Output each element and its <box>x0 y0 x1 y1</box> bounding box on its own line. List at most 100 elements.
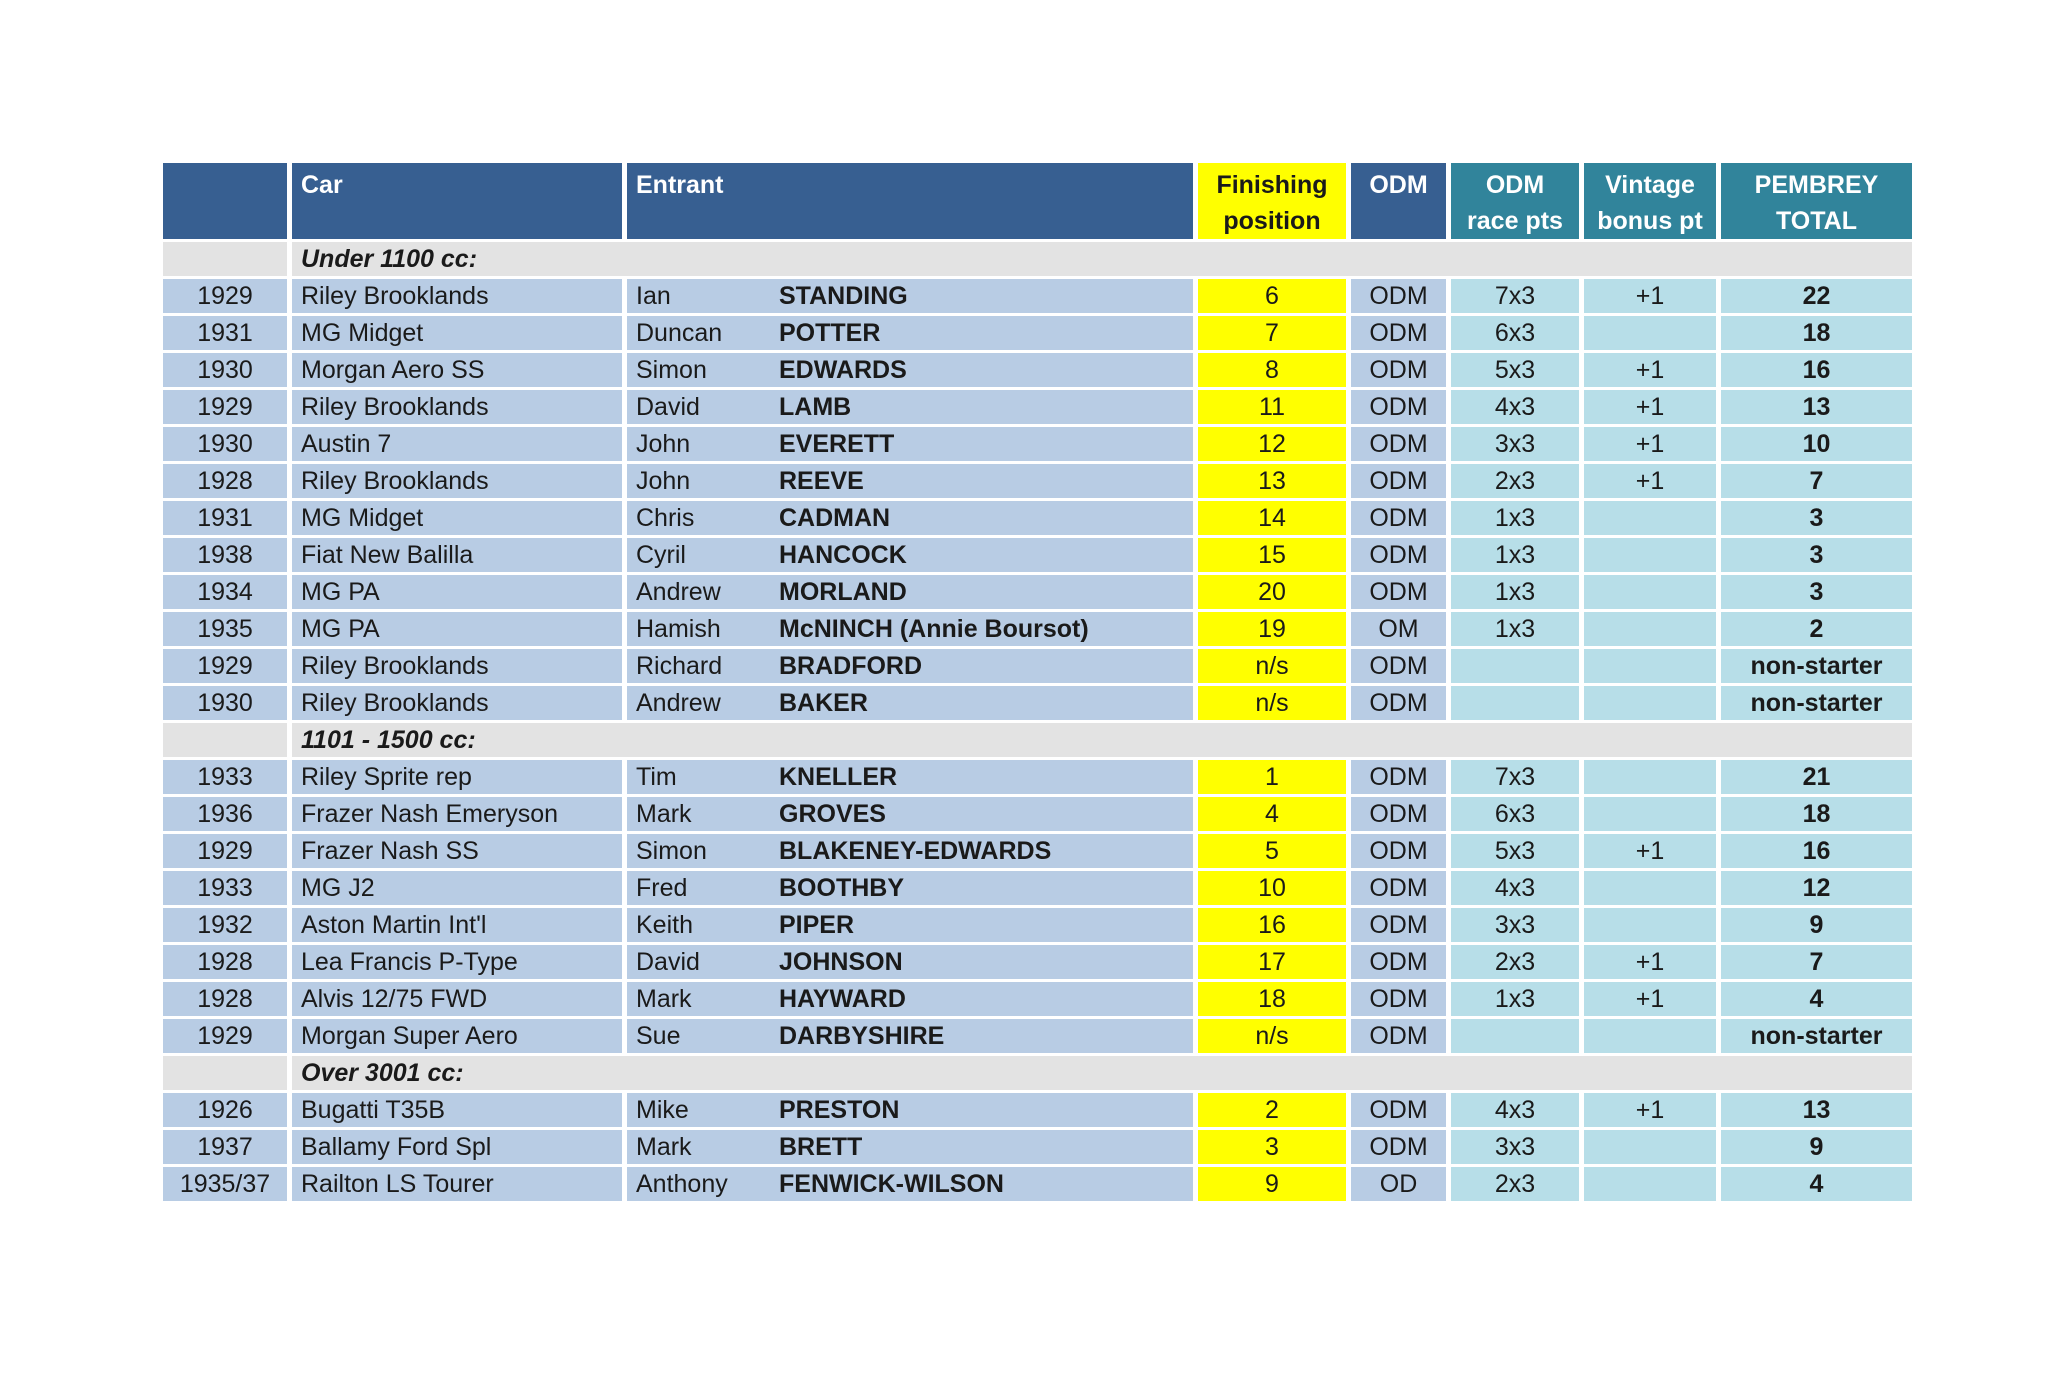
pembrey-total-cell: 21 <box>1721 760 1912 794</box>
car-cell: Alvis 12/75 FWD <box>292 982 622 1016</box>
entrant-name: Chris CADMAN <box>636 504 1185 533</box>
finishing-position-cell: n/s <box>1198 649 1346 683</box>
year-cell: 1929 <box>163 834 287 868</box>
odm-cell: ODM <box>1351 501 1446 535</box>
table-row: 1932 Aston Martin Int'l Keith PIPER 16 ODM 3x3… <box>163 908 1912 942</box>
odm-race-pts-cell: 4x3 <box>1451 390 1579 424</box>
pembrey-total-cell: 22 <box>1721 279 1912 313</box>
table-row: 1935 MG PA Hamish McNINCH (Annie Boursot) 19… <box>163 612 1912 646</box>
entrant-surname: GROVES <box>779 799 886 828</box>
entrant-cell: Keith PIPER <box>627 908 1193 942</box>
table-row: 1937 Ballamy Ford Spl Mark BRETT 3 ODM 3x3 9 <box>163 1130 1912 1164</box>
vintage-bonus-cell: +1 <box>1584 353 1716 387</box>
entrant-first-name: Duncan <box>636 318 723 347</box>
table-row: 1930 Riley Brooklands Andrew BAKER n/s ODM non… <box>163 686 1912 720</box>
table-row: 1938 Fiat New Balilla Cyril HANCOCK 15 ODM 1x3… <box>163 538 1912 572</box>
finishing-position-cell: 20 <box>1198 575 1346 609</box>
year-cell: 1926 <box>163 1093 287 1127</box>
section-spacer <box>163 242 287 276</box>
entrant-first-name: Andrew <box>636 577 721 606</box>
odm-cell: ODM <box>1351 538 1446 572</box>
finishing-position-header: Finishing position <box>1198 163 1346 239</box>
entrant-first-name: Richard <box>636 651 723 680</box>
entrant-first-name: Mike <box>636 1095 689 1124</box>
entrant-name: Keith PIPER <box>636 911 1185 940</box>
car-cell: Frazer Nash Emeryson <box>292 797 622 831</box>
pembrey-total-cell: non-starter <box>1721 686 1912 720</box>
entrant-first-name: Mark <box>636 799 692 828</box>
car-cell: Austin 7 <box>292 427 622 461</box>
vintage-bonus-header: Vintage bonus pt <box>1584 163 1716 239</box>
odm-race-pts-cell: 2x3 <box>1451 945 1579 979</box>
table-row: 1935/37 Railton LS Tourer Anthony FENWICK-W… <box>163 1167 1912 1201</box>
vintage-bonus-cell <box>1584 649 1716 683</box>
vintage-bonus-cell <box>1584 908 1716 942</box>
vintage-bonus-cell <box>1584 1130 1716 1164</box>
finishing-position-cell: 9 <box>1198 1167 1346 1201</box>
entrant-surname: PIPER <box>779 910 855 939</box>
entrant-cell: Duncan POTTER <box>627 316 1193 350</box>
year-cell: 1932 <box>163 908 287 942</box>
table-row: 1929 Morgan Super Aero Sue DARBYSHIRE n/s ODM… <box>163 1019 1912 1053</box>
results-body: Under 1100 cc: 1929 Riley Brooklands Ian STA… <box>163 242 1912 1201</box>
year-cell: 1929 <box>163 1019 287 1053</box>
entrant-cell: Simon BLAKENEY-EDWARDS <box>627 834 1193 868</box>
year-header <box>163 163 287 239</box>
table-row: 1930 Austin 7 John EVERETT 12 ODM 3x3 +1 10 <box>163 427 1912 461</box>
finishing-position-cell: 16 <box>1198 908 1346 942</box>
vintage-bonus-cell: +1 <box>1584 464 1716 498</box>
entrant-first-name: John <box>636 466 691 495</box>
table-row: 1936 Frazer Nash Emeryson Mark GROVES 4 ODM 6x… <box>163 797 1912 831</box>
finishing-position-cell: 8 <box>1198 353 1346 387</box>
entrant-surname: BRADFORD <box>779 651 923 680</box>
odm-cell: OD <box>1351 1167 1446 1201</box>
odm-race-pts-cell <box>1451 1019 1579 1053</box>
odm-cell: ODM <box>1351 982 1446 1016</box>
entrant-first-name: Andrew <box>636 688 721 717</box>
table-row: 1926 Bugatti T35B Mike PRESTON 2 ODM 4x3 +1 13 <box>163 1093 1912 1127</box>
entrant-name: Anthony FENWICK-WILSON <box>636 1170 1185 1199</box>
odm-cell: ODM <box>1351 686 1446 720</box>
finishing-position-cell: 4 <box>1198 797 1346 831</box>
entrant-name: Ian STANDING <box>636 282 1185 311</box>
entrant-cell: Andrew BAKER <box>627 686 1193 720</box>
entrant-name: David JOHNSON <box>636 948 1185 977</box>
odm-race-pts-cell <box>1451 649 1579 683</box>
year-cell: 1931 <box>163 501 287 535</box>
car-cell: Aston Martin Int'l <box>292 908 622 942</box>
entrant-name: John EVERETT <box>636 430 1185 459</box>
results-table: Car Entrant Finishing position ODM ODM r… <box>158 160 1917 1204</box>
odm-race-pts-cell: 7x3 <box>1451 279 1579 313</box>
odm-race-pts-cell: 1x3 <box>1451 982 1579 1016</box>
car-cell: Morgan Aero SS <box>292 353 622 387</box>
year-cell: 1938 <box>163 538 287 572</box>
year-cell: 1935/37 <box>163 1167 287 1201</box>
entrant-cell: Richard BRADFORD <box>627 649 1193 683</box>
odm-race-pts-cell: 3x3 <box>1451 908 1579 942</box>
table-row: 1931 MG Midget Chris CADMAN 14 ODM 1x3 3 <box>163 501 1912 535</box>
finishing-position-cell: n/s <box>1198 1019 1346 1053</box>
entrant-first-name: Ian <box>636 281 671 310</box>
vintage-bonus-cell <box>1584 686 1716 720</box>
entrant-cell: Chris CADMAN <box>627 501 1193 535</box>
year-cell: 1929 <box>163 390 287 424</box>
entrant-first-name: Simon <box>636 836 707 865</box>
odm-race-pts-cell: 1x3 <box>1451 575 1579 609</box>
odm-cell: ODM <box>1351 1019 1446 1053</box>
entrant-name: Hamish McNINCH (Annie Boursot) <box>636 615 1185 644</box>
finishing-position-cell: 18 <box>1198 982 1346 1016</box>
entrant-name: Tim KNELLER <box>636 763 1185 792</box>
entrant-header: Entrant <box>627 163 1193 239</box>
entrant-surname: LAMB <box>779 392 852 421</box>
car-cell: MG PA <box>292 575 622 609</box>
finishing-position-cell: 19 <box>1198 612 1346 646</box>
entrant-surname: HAYWARD <box>779 984 906 1013</box>
entrant-surname: DARBYSHIRE <box>779 1021 945 1050</box>
finishing-position-cell: n/s <box>1198 686 1346 720</box>
entrant-cell: Mark GROVES <box>627 797 1193 831</box>
year-cell: 1935 <box>163 612 287 646</box>
car-cell: Riley Sprite rep <box>292 760 622 794</box>
odm-cell: ODM <box>1351 390 1446 424</box>
pembrey-total-cell: 4 <box>1721 1167 1912 1201</box>
odm-cell: ODM <box>1351 353 1446 387</box>
